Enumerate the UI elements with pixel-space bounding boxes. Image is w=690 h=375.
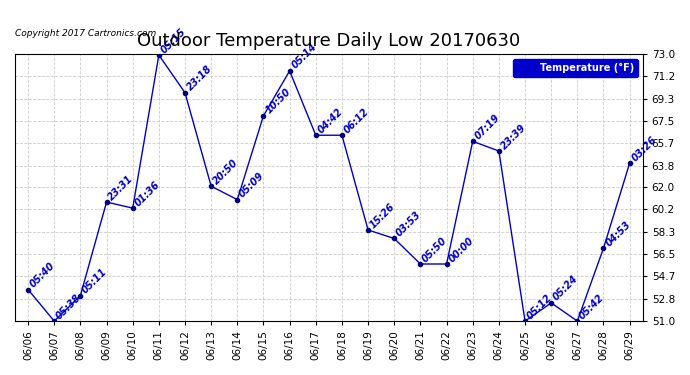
Legend: Temperature (°F): Temperature (°F): [513, 59, 638, 76]
Text: 05:12: 05:12: [525, 292, 554, 321]
Text: 23:39: 23:39: [499, 122, 528, 151]
Text: 03:53: 03:53: [394, 210, 423, 238]
Text: 01:36: 01:36: [132, 179, 161, 208]
Text: 05:24: 05:24: [551, 274, 580, 303]
Text: 05:11: 05:11: [81, 267, 109, 296]
Title: Outdoor Temperature Daily Low 20170630: Outdoor Temperature Daily Low 20170630: [137, 32, 520, 50]
Text: 15:26: 15:26: [368, 201, 397, 230]
Text: 23:18: 23:18: [185, 64, 214, 93]
Text: 20:50: 20:50: [211, 158, 240, 186]
Text: 06:12: 06:12: [342, 106, 371, 135]
Text: 00:00: 00:00: [446, 235, 475, 264]
Text: 05:42: 05:42: [578, 292, 607, 321]
Text: 05:50: 05:50: [420, 235, 449, 264]
Text: 03:26: 03:26: [630, 134, 658, 163]
Text: 05:40: 05:40: [28, 261, 57, 290]
Text: 10:50: 10:50: [264, 87, 293, 116]
Text: 05:38: 05:38: [55, 292, 83, 321]
Text: 23:31: 23:31: [106, 173, 135, 202]
Text: 05:15: 05:15: [159, 26, 188, 55]
Text: 05:14: 05:14: [290, 42, 319, 71]
Text: 07:19: 07:19: [473, 112, 502, 141]
Text: 04:42: 04:42: [316, 106, 345, 135]
Text: 05:09: 05:09: [237, 171, 266, 200]
Text: 04:53: 04:53: [604, 219, 633, 248]
Text: Copyright 2017 Cartronics.com: Copyright 2017 Cartronics.com: [15, 29, 156, 38]
